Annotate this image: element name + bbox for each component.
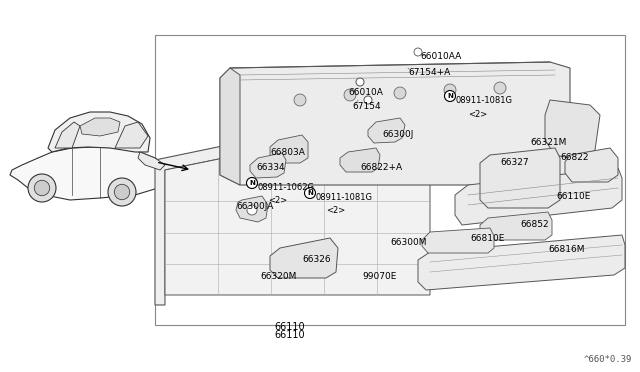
Text: 66803A: 66803A [270, 148, 305, 157]
Text: 66822+A: 66822+A [360, 163, 402, 172]
Polygon shape [480, 148, 560, 208]
Polygon shape [270, 135, 308, 163]
Text: N: N [447, 93, 453, 99]
Polygon shape [340, 148, 380, 172]
Circle shape [246, 177, 257, 189]
Polygon shape [165, 118, 430, 295]
Circle shape [364, 96, 372, 104]
Text: N: N [249, 180, 255, 186]
Polygon shape [55, 122, 80, 148]
Circle shape [35, 180, 50, 196]
Text: 08911-1081G: 08911-1081G [316, 193, 373, 202]
Text: 08911-1081G: 08911-1081G [456, 96, 513, 105]
Polygon shape [270, 238, 338, 278]
Text: 66327: 66327 [500, 158, 529, 167]
Polygon shape [115, 122, 148, 148]
Polygon shape [48, 112, 150, 152]
Polygon shape [250, 153, 286, 178]
Text: 66816M: 66816M [548, 245, 584, 254]
Text: <2>: <2> [268, 196, 287, 205]
Polygon shape [155, 105, 430, 305]
Text: ^660*0.39: ^660*0.39 [584, 355, 632, 364]
Circle shape [356, 78, 364, 86]
Circle shape [108, 178, 136, 206]
Text: 66822: 66822 [560, 153, 589, 162]
Text: 99070E: 99070E [362, 272, 396, 281]
Polygon shape [422, 228, 494, 253]
Polygon shape [455, 168, 622, 225]
Text: 08911-1062G: 08911-1062G [258, 183, 315, 192]
Polygon shape [10, 147, 168, 200]
Circle shape [394, 87, 406, 99]
Text: 66010AA: 66010AA [420, 52, 461, 61]
Polygon shape [236, 196, 268, 222]
Bar [155, 35, 625, 325]
Polygon shape [80, 118, 120, 136]
Text: 66300J: 66300J [382, 130, 413, 139]
Text: 66852: 66852 [520, 220, 548, 229]
Circle shape [305, 187, 316, 199]
Text: 66326: 66326 [302, 255, 331, 264]
Text: 67154+A: 67154+A [408, 68, 451, 77]
Text: <2>: <2> [468, 110, 487, 119]
Text: 66334: 66334 [256, 163, 285, 172]
Text: 66110: 66110 [275, 322, 305, 332]
Polygon shape [368, 118, 405, 143]
Text: 66300M: 66300M [390, 238, 426, 247]
Polygon shape [480, 212, 552, 240]
Text: 66300JA: 66300JA [236, 202, 273, 211]
Circle shape [344, 89, 356, 101]
Text: 66810E: 66810E [470, 234, 504, 243]
Circle shape [115, 184, 130, 200]
Polygon shape [418, 235, 625, 290]
Circle shape [444, 84, 456, 96]
Polygon shape [545, 100, 600, 160]
Text: N: N [307, 190, 313, 196]
Text: 67154: 67154 [352, 102, 381, 111]
Circle shape [494, 82, 506, 94]
Text: 66110: 66110 [275, 330, 305, 340]
Polygon shape [565, 148, 618, 182]
Polygon shape [220, 62, 570, 185]
Circle shape [445, 90, 456, 102]
Polygon shape [138, 152, 165, 170]
Text: 66321M: 66321M [530, 138, 566, 147]
Polygon shape [220, 68, 240, 185]
Circle shape [247, 205, 257, 215]
Circle shape [28, 174, 56, 202]
Text: 66110E: 66110E [556, 192, 590, 201]
Text: 66320M: 66320M [260, 272, 296, 281]
Text: <2>: <2> [326, 206, 345, 215]
Circle shape [294, 94, 306, 106]
Text: 66010A: 66010A [348, 88, 383, 97]
Circle shape [414, 48, 422, 56]
